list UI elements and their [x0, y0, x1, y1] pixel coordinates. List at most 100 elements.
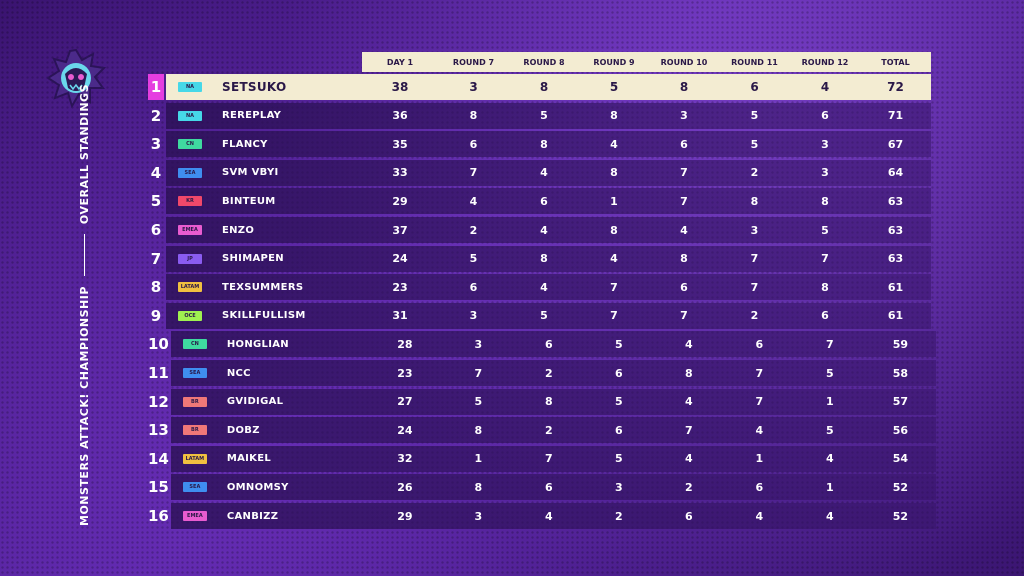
table-row: 4 SEA SVM VBYI 33 7 4 8 7 2 3 64 [148, 159, 931, 186]
score-cell: 3 [469, 309, 478, 323]
score-cell: 63 [887, 252, 904, 266]
player-name: SVM VBYI [222, 167, 279, 179]
rank-number: 7 [150, 249, 162, 268]
score-cell: 28 [397, 337, 413, 351]
region-badge: CN [182, 339, 207, 350]
score-cell: 4 [685, 452, 693, 466]
player-name: SKILLFULLISM [222, 310, 306, 322]
score-cell: 2 [750, 166, 759, 180]
table-header: DAY 1 ROUND 7 ROUND 8 ROUND 9 ROUND 10 ROUND … [362, 52, 931, 72]
score-cell: 35 [392, 137, 408, 151]
column-header: ROUND 11 [731, 57, 778, 67]
score-cell: 6 [545, 337, 553, 351]
score-cell: 23 [397, 366, 413, 380]
table-row: 7 JP SHIMAPEN 24 5 8 4 8 7 7 63 [148, 245, 931, 272]
score-cell: 8 [540, 137, 548, 151]
score-cell: 4 [755, 423, 764, 437]
score-cell: 8 [679, 80, 689, 94]
score-cell: 6 [545, 480, 553, 494]
score-cell: 27 [397, 395, 413, 409]
score-cell: 7 [610, 280, 618, 294]
score-cell: 2 [685, 480, 693, 494]
score-cell: 4 [469, 194, 478, 208]
region-badge: SEA [178, 167, 202, 178]
score-cell: 3 [615, 480, 623, 494]
rank-number: 16 [148, 507, 169, 525]
score-cell: 71 [887, 109, 904, 123]
score-cell: 63 [887, 223, 904, 237]
score-cell: 1 [755, 452, 764, 466]
rank-number: 14 [148, 449, 169, 468]
score-cell: 67 [887, 137, 904, 151]
score-cell: 3 [821, 137, 829, 151]
column-header: ROUND 9 [593, 57, 635, 67]
score-cell: 4 [680, 223, 688, 237]
score-cell: 24 [397, 423, 413, 437]
score-cell: 3 [821, 166, 829, 180]
score-cell: 3 [469, 80, 478, 94]
score-cell: 64 [887, 166, 904, 180]
score-cell: 4 [540, 223, 548, 237]
table-row: 6 EMEA ENZO 37 2 4 8 4 3 5 63 [148, 217, 931, 243]
score-cell: 5 [609, 80, 619, 94]
region-badge: LATAM [178, 282, 202, 293]
table-row: 1 NA SETSUKO 38 3 8 5 8 6 4 72 [148, 74, 931, 100]
score-cell: 54 [892, 452, 909, 466]
score-cell: 6 [755, 480, 764, 494]
score-cell: 7 [680, 194, 688, 208]
table-row: 15 SEA OMNOMSY 26 8 6 3 2 6 1 52 [148, 474, 936, 501]
player-name: SETSUKO [222, 80, 287, 94]
score-cell: 6 [821, 309, 829, 323]
score-cell: 59 [892, 337, 909, 351]
score-cell: 5 [615, 395, 623, 409]
score-cell: 63 [887, 194, 904, 208]
player-name: GVIDIGAL [226, 396, 284, 408]
score-cell: 61 [887, 280, 904, 294]
score-cell: 6 [615, 366, 623, 380]
score-cell: 4 [610, 252, 618, 266]
score-cell: 8 [750, 194, 759, 208]
table-row: 13 BR DOBZ 24 8 2 6 7 4 5 56 [148, 417, 936, 444]
score-cell: 4 [545, 509, 553, 523]
table-row: 10 CN HONGLIAN 28 3 6 5 4 6 7 59 [148, 331, 936, 358]
score-cell: 7 [610, 309, 618, 323]
score-cell: 4 [826, 509, 834, 523]
score-cell: 57 [892, 395, 909, 409]
region-badge: BR [182, 425, 207, 436]
score-cell: 6 [821, 109, 829, 123]
title-divider [84, 234, 85, 277]
score-cell: 7 [685, 423, 693, 437]
table-row: 3 CN FLANCY 35 6 8 4 6 5 3 67 [148, 131, 931, 158]
score-cell: 72 [887, 80, 904, 94]
score-cell: 6 [540, 194, 548, 208]
score-cell: 4 [755, 509, 764, 523]
rank-number: 12 [148, 392, 169, 411]
rank-number: 2 [150, 106, 162, 125]
score-cell: 8 [474, 480, 483, 494]
score-cell: 8 [610, 109, 618, 123]
table-row: 12 BR GVIDIGAL 27 5 8 5 4 7 1 57 [148, 388, 936, 415]
score-cell: 52 [892, 509, 909, 523]
score-cell: 5 [750, 137, 759, 151]
score-cell: 7 [545, 452, 553, 466]
player-name: CANBIZZ [226, 510, 279, 522]
region-badge: JP [178, 253, 202, 264]
score-cell: 56 [892, 423, 909, 437]
score-cell: 8 [545, 395, 553, 409]
score-cell: 1 [826, 480, 834, 494]
score-cell: 8 [540, 252, 548, 266]
score-cell: 1 [474, 452, 483, 466]
player-name: FLANCY [222, 138, 268, 150]
score-cell: 61 [887, 309, 904, 323]
score-cell: 3 [750, 223, 759, 237]
table-row: 5 KR BINTEUM 29 4 6 1 7 8 8 63 [148, 188, 931, 215]
region-badge: EMEA [178, 225, 202, 235]
score-cell: 8 [469, 109, 478, 123]
region-badge: SEA [182, 482, 207, 493]
score-cell: 2 [750, 309, 759, 323]
region-badge: CN [178, 139, 202, 150]
score-cell: 23 [392, 280, 408, 294]
score-cell: 37 [392, 223, 408, 237]
score-cell: 4 [610, 137, 618, 151]
column-header: DAY 1 [386, 57, 414, 67]
